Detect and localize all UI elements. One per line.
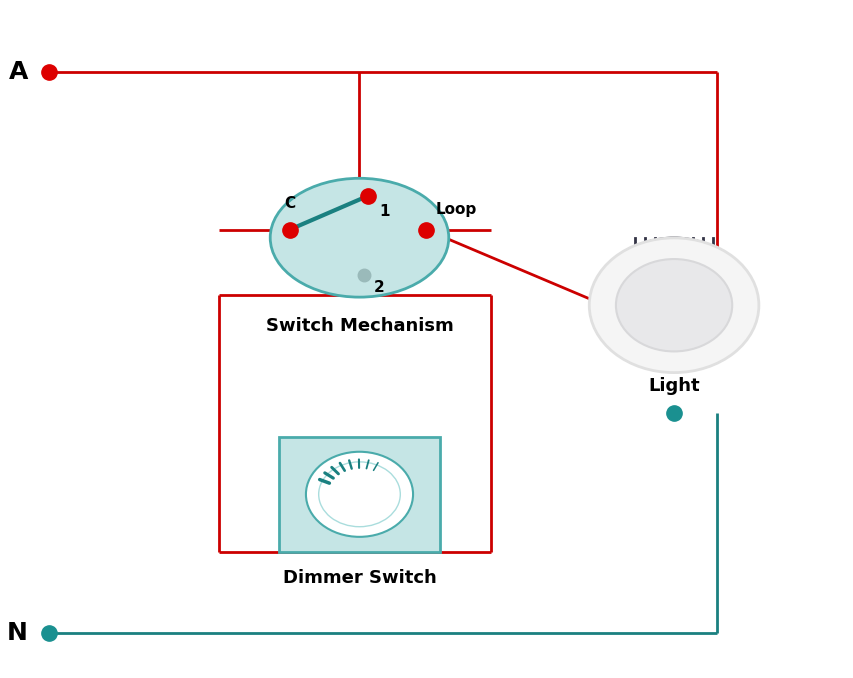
Text: Loop: Loop	[436, 203, 477, 218]
Circle shape	[305, 452, 413, 537]
FancyBboxPatch shape	[278, 437, 440, 552]
Circle shape	[589, 238, 758, 373]
Text: A: A	[9, 60, 28, 84]
Circle shape	[602, 237, 745, 350]
Ellipse shape	[270, 178, 448, 297]
Circle shape	[615, 259, 731, 351]
Text: Dimmer Switch: Dimmer Switch	[282, 569, 436, 586]
Text: Light: Light	[647, 377, 699, 395]
Text: 1: 1	[379, 204, 389, 219]
Circle shape	[609, 251, 738, 353]
Text: Switch Mechanism: Switch Mechanism	[265, 317, 453, 336]
Text: N: N	[7, 621, 28, 645]
Circle shape	[318, 462, 400, 527]
Text: 2: 2	[374, 280, 384, 295]
Text: C: C	[284, 196, 295, 211]
